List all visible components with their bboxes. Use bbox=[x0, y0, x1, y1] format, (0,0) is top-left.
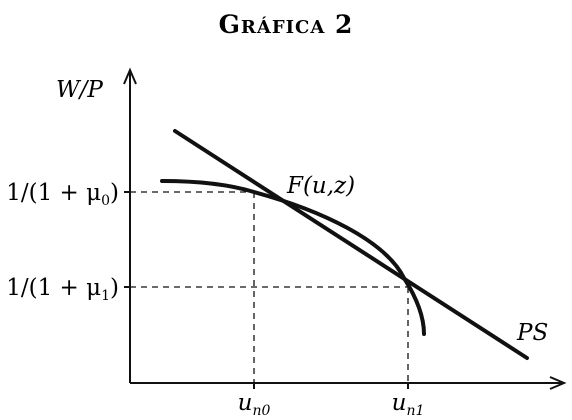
x-tick-label-0-main: u bbox=[238, 390, 253, 416]
y-axis-label: W/P bbox=[56, 77, 103, 103]
y-tick-label-0-tail: ) bbox=[110, 180, 119, 206]
wage-setting-curve bbox=[160, 179, 426, 336]
x-tick-label-1-sub: n1 bbox=[406, 403, 424, 419]
price-setting-label: PS bbox=[516, 320, 548, 346]
price-setting-line bbox=[173, 129, 529, 360]
y-axis-arrow bbox=[123, 67, 137, 85]
x-tick-label-0: un0 bbox=[238, 390, 271, 419]
y-tick-label-1-tail: ) bbox=[110, 275, 119, 301]
y-tick-label-1-sub: 1 bbox=[101, 288, 110, 304]
wage-setting-label: F(u,z) bbox=[286, 173, 355, 199]
y-tick-label-1: 1/(1 + μ1) bbox=[6, 275, 119, 304]
y-tick-label-1-main: 1/(1 + μ bbox=[6, 275, 101, 301]
x-tick-label-0-sub: n0 bbox=[252, 403, 270, 419]
x-tick-label-1-main: u bbox=[392, 390, 407, 416]
x-tick-label-1: un1 bbox=[392, 390, 425, 419]
y-tick-label-0-main: 1/(1 + μ bbox=[6, 180, 101, 206]
y-tick-label-0: 1/(1 + μ0) bbox=[6, 180, 119, 209]
y-tick-label-0-sub: 0 bbox=[101, 193, 110, 209]
x-axis-arrow bbox=[549, 376, 567, 390]
figure-title: Gráfica 2 bbox=[219, 10, 354, 39]
